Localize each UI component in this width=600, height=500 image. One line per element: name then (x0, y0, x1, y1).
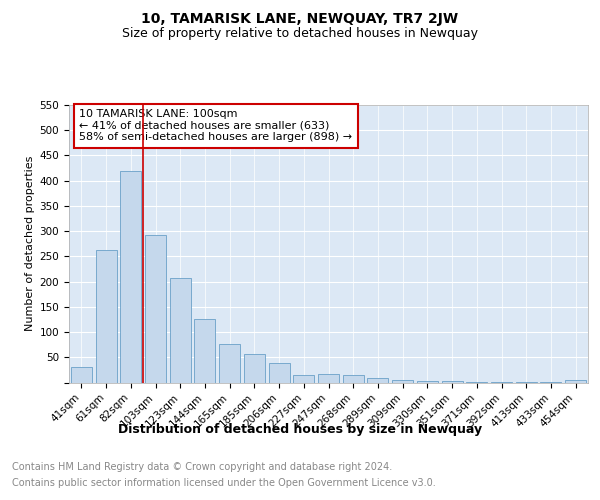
Y-axis label: Number of detached properties: Number of detached properties (25, 156, 35, 332)
Bar (392, 380, 413, 382)
Text: Distribution of detached houses by size in Newquay: Distribution of detached houses by size … (118, 422, 482, 436)
Bar (565, 380, 586, 382)
Text: Size of property relative to detached houses in Newquay: Size of property relative to detached ho… (122, 28, 478, 40)
Bar (244, 354, 265, 382)
Text: 10, TAMARISK LANE, NEWQUAY, TR7 2JW: 10, TAMARISK LANE, NEWQUAY, TR7 2JW (142, 12, 458, 26)
Text: Contains HM Land Registry data © Crown copyright and database right 2024.: Contains HM Land Registry data © Crown c… (12, 462, 392, 472)
Bar (417, 381, 438, 382)
Bar (145, 234, 166, 382)
Bar (194, 320, 215, 382)
Text: Contains public sector information licensed under the Open Government Licence v3: Contains public sector information licen… (12, 478, 436, 488)
Bar (219, 344, 240, 383)
Bar (269, 364, 290, 382)
Bar (71, 368, 92, 382)
Bar (318, 374, 339, 382)
Bar (343, 376, 364, 382)
Bar (293, 375, 314, 382)
Bar (170, 278, 191, 382)
Bar (120, 170, 141, 382)
Bar (95, 250, 116, 382)
Text: 10 TAMARISK LANE: 100sqm
← 41% of detached houses are smaller (633)
58% of semi-: 10 TAMARISK LANE: 100sqm ← 41% of detach… (79, 109, 353, 142)
Bar (367, 378, 388, 382)
